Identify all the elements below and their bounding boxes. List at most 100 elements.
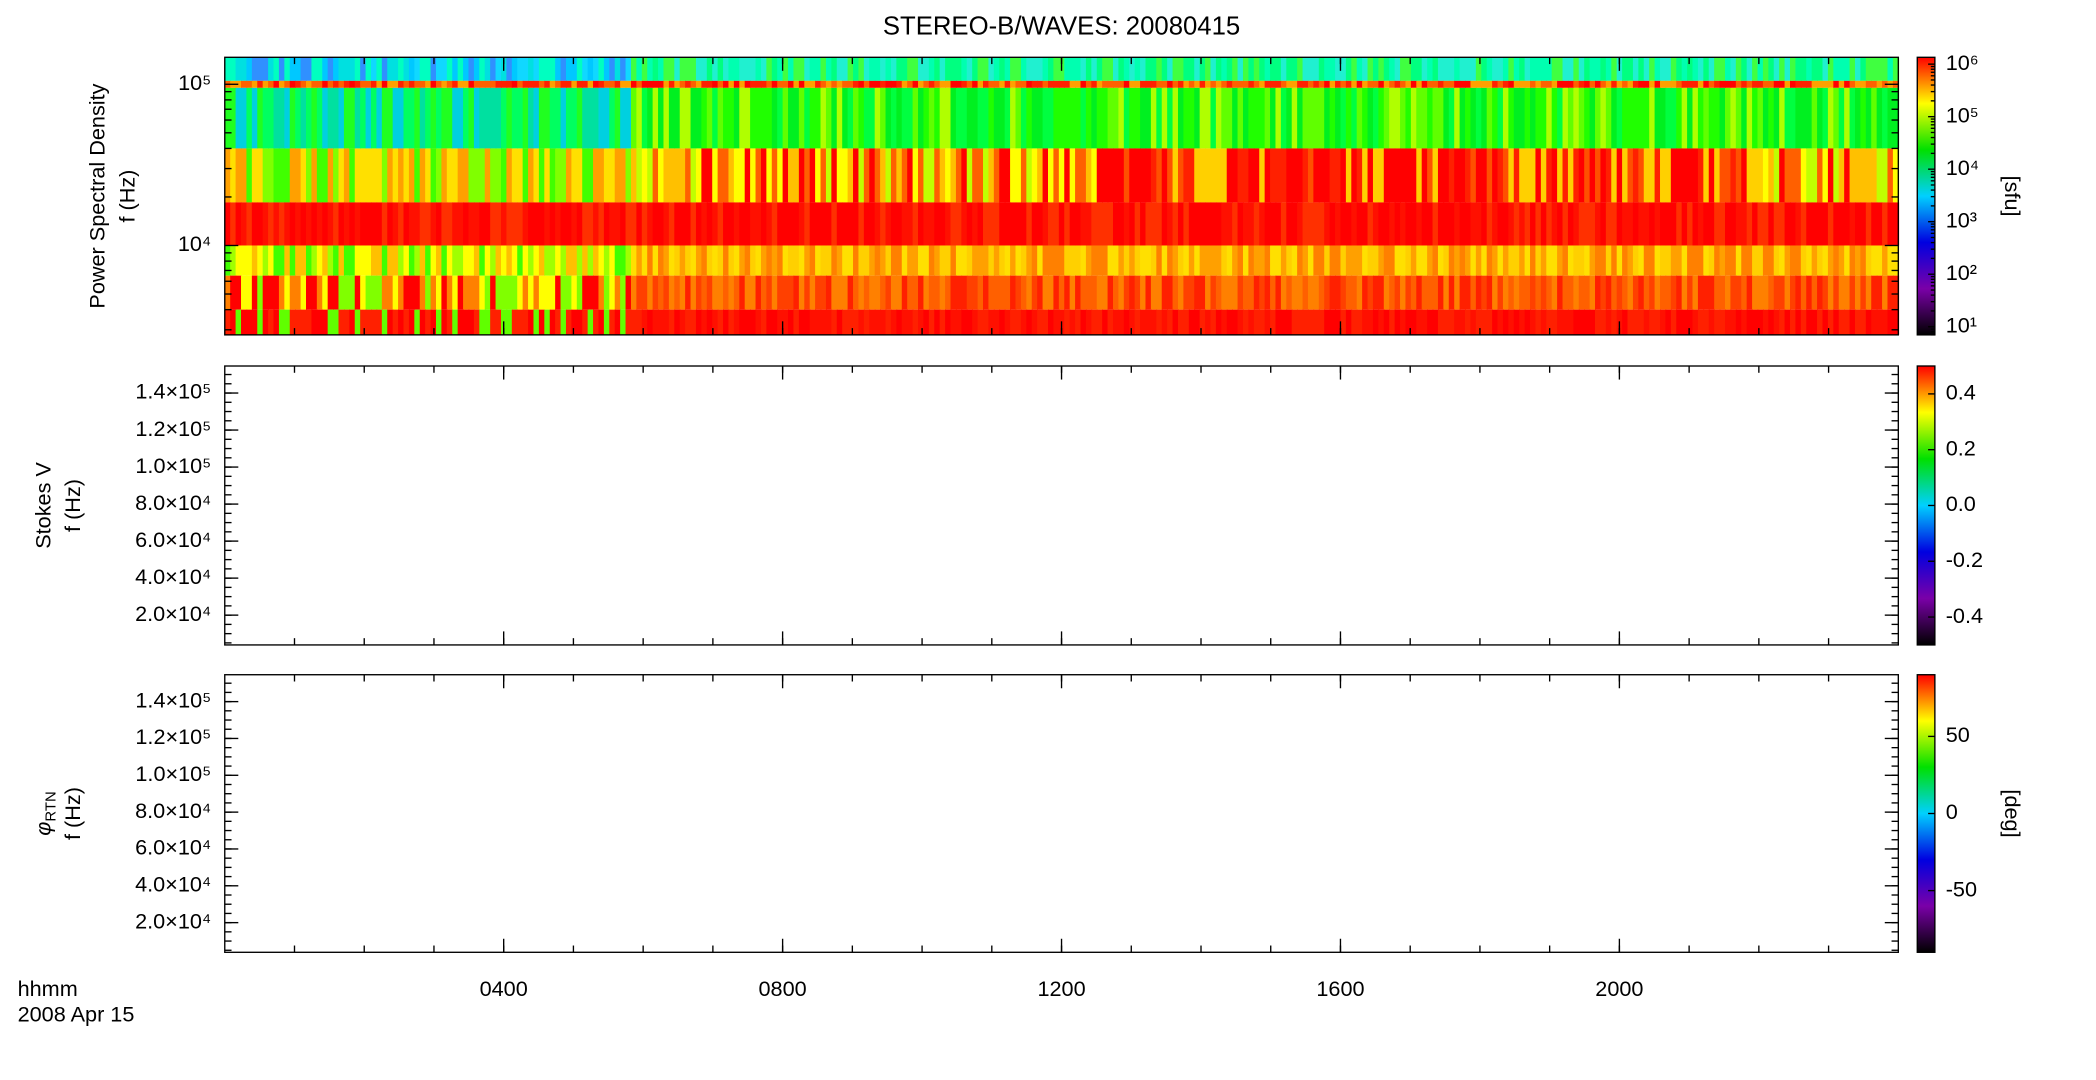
spectrogram-cell [468, 87, 475, 149]
spectrogram-cell [257, 309, 264, 335]
spectrogram-cell [262, 275, 269, 310]
spectrogram-cell [1773, 87, 1780, 149]
spectrogram-cell [392, 87, 399, 149]
spectrogram-cell [1129, 87, 1136, 149]
spectrogram-cell [1697, 87, 1705, 149]
spectrogram-cell [863, 202, 871, 246]
spectrogram-cell [1714, 148, 1721, 203]
spectrogram-cell [1010, 275, 1017, 310]
spectrogram-cell [1421, 148, 1428, 203]
spectrogram-cell [831, 148, 838, 203]
spectrogram-cell [1687, 87, 1694, 149]
spectrogram-cell [1270, 202, 1277, 246]
spectrogram-cell [912, 87, 919, 149]
spectrogram-cell [901, 57, 908, 81]
spectrogram-cell [972, 87, 979, 149]
spectrogram-cell [316, 245, 324, 276]
spectrogram-cell [1508, 275, 1515, 310]
spectrogram-cell [360, 57, 367, 81]
spectrogram-cell [306, 57, 313, 81]
spectrogram-cell [506, 245, 513, 276]
spectrogram-cell [1567, 87, 1575, 149]
spectrogram-cell [777, 202, 784, 246]
spectrogram-cell [993, 275, 1001, 310]
spectrogram-cell [1096, 87, 1103, 149]
spectrogram-cell [1551, 57, 1558, 81]
spectrogram-cell [972, 275, 979, 310]
spectrogram-cell [1085, 202, 1093, 246]
spectrogram-cell [1123, 57, 1131, 81]
spectrogram-cell [1253, 245, 1261, 276]
spectrogram-cell [311, 309, 318, 335]
spectrogram-cell [360, 245, 367, 276]
spectrogram-cell [295, 309, 302, 335]
spectrogram-cell [1112, 87, 1120, 149]
spectrogram-cell [300, 80, 307, 88]
spectrogram-cell [1860, 245, 1867, 276]
spectrogram-cell [1730, 245, 1737, 276]
spectrogram-cell [1735, 87, 1743, 149]
spectrogram-cell [950, 275, 957, 310]
spectrogram-cell [603, 87, 611, 149]
spectrogram-cell [630, 202, 638, 246]
spectrogram-cell [1177, 148, 1185, 203]
spectrogram-cell [690, 87, 697, 149]
spectrogram-cell [972, 80, 979, 88]
spectrogram-cell [1660, 202, 1667, 246]
spectrogram-cell [1871, 80, 1878, 88]
spectrogram-cell [1351, 275, 1358, 310]
spectrogram-cell [1827, 275, 1835, 310]
spectrogram-cell [257, 202, 264, 246]
spectrogram-cell [1188, 275, 1196, 310]
spectrogram-cell [1145, 57, 1152, 81]
spectrogram-cell [1789, 148, 1797, 203]
spectrogram-cell [495, 309, 502, 335]
spectrogram-cell [934, 87, 941, 149]
spectrogram-cell [918, 87, 925, 149]
spectrogram-cell [1687, 57, 1694, 81]
spectrogram-cell [1773, 148, 1780, 203]
spectrogram-cell [1015, 80, 1022, 88]
spectrogram-cell [571, 148, 578, 203]
spectrogram-cell [966, 148, 973, 203]
spectrogram-cell [1567, 275, 1575, 310]
spectrogram-cell [1887, 245, 1894, 276]
spectrogram-cell [896, 80, 903, 88]
spectrogram-cell [1053, 309, 1060, 335]
spectrogram-cell [593, 57, 600, 81]
spectrogram-cell [1291, 245, 1298, 276]
spectrogram-cell [1026, 202, 1033, 246]
spectrogram-cell [1562, 148, 1569, 203]
spectrogram-cell [1871, 57, 1878, 81]
spectrogram-cell [636, 202, 643, 246]
spectrogram-cell [1827, 202, 1835, 246]
spectrogram-cell [1199, 87, 1206, 149]
spectrogram-cell [1811, 309, 1818, 335]
spectrogram-cell [1665, 309, 1672, 335]
spectrogram-cell [1156, 309, 1163, 335]
spectrogram-cell [1470, 148, 1477, 203]
spectrogram-cell [582, 202, 589, 246]
spectrogram-cell [322, 275, 329, 310]
spectrogram-cell [1118, 57, 1125, 81]
spectrogram-cell [473, 245, 481, 276]
spectrogram-cell [690, 309, 697, 335]
spectrogram-cell [1708, 309, 1715, 335]
spectrogram-cell [1270, 148, 1277, 203]
spectrogram-cell [1405, 87, 1412, 149]
spectrogram-cell [1502, 309, 1510, 335]
spectrogram-cell [1827, 245, 1835, 276]
spectrogram-cell [1622, 148, 1629, 203]
spectrogram-cell [484, 309, 491, 335]
spectrogram-cell [1643, 245, 1650, 276]
spectrogram-cell [1172, 202, 1179, 246]
spectrogram-cell [1660, 80, 1667, 88]
spectrogram-cell [993, 148, 1001, 203]
spectrogram-cell [354, 80, 361, 88]
spectrogram-cell [712, 148, 719, 203]
spectrogram-cell [1215, 275, 1223, 310]
y-axis-label: f (Hz) [114, 170, 139, 223]
spectrogram-cell [674, 245, 681, 276]
spectrogram-cell [723, 275, 730, 310]
spectrogram-cell [376, 309, 383, 335]
